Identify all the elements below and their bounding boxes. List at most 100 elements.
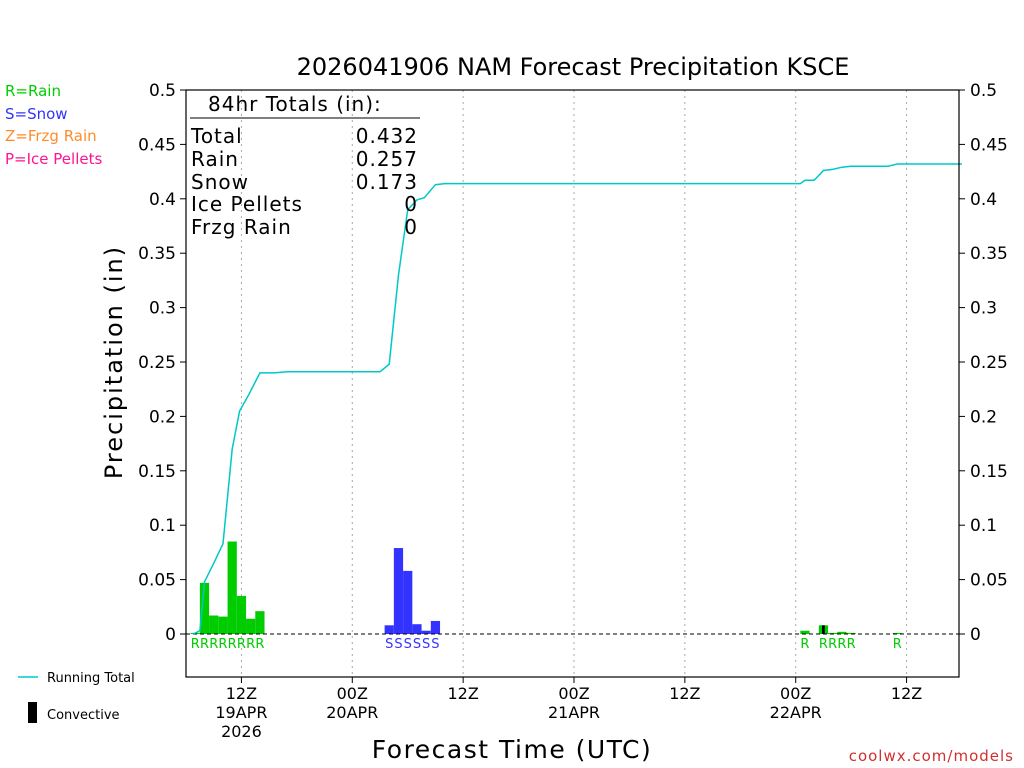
y-tick-label-left: 0.4 <box>149 190 176 210</box>
x-tick-label: 12Z <box>226 684 257 703</box>
y-tick-label-left: 0.05 <box>138 571 176 591</box>
x-tick-label: 00Z <box>558 684 589 703</box>
y-tick-label-left: 0.45 <box>138 135 176 155</box>
y-tick-label-left: 0.15 <box>138 462 176 482</box>
precip-type-letter: S <box>413 637 421 652</box>
totals-value-total: 0.432 <box>356 124 418 148</box>
y-tick-label-right: 0.35 <box>970 244 1008 264</box>
precip-bar <box>846 632 856 634</box>
convective-legend-label: Convective <box>47 708 120 723</box>
x-tick-label: 12Z <box>891 684 922 703</box>
x-tick-label: 12Z <box>447 684 478 703</box>
plot-frame <box>185 89 960 678</box>
precip-bar <box>236 595 247 634</box>
running-total-line <box>193 163 962 635</box>
precip-type-letter: R <box>218 637 227 652</box>
precip-bar <box>412 624 422 634</box>
precip-type-letter: R <box>255 637 264 652</box>
precip-type-letter: R <box>228 637 237 652</box>
x-tick-label: 21APR <box>548 703 600 722</box>
y-tick-label-right: 0.05 <box>970 571 1008 591</box>
y-tick-label-right: 0 <box>970 625 981 645</box>
legend-rain: R=Rain <box>5 82 61 100</box>
precipitation-bars <box>190 541 902 634</box>
x-tick-label: 00Z <box>780 684 811 703</box>
totals-value-rain: 0.257 <box>356 147 418 171</box>
y-axis-label: Precipitation (in) <box>100 245 128 479</box>
precip-bar <box>800 630 810 634</box>
running-total-legend-label: Running Total <box>47 671 135 686</box>
precip-type-letter: S <box>385 637 393 652</box>
x-tick-label: 12Z <box>669 684 700 703</box>
y-tick-label-left: 0.25 <box>138 353 176 373</box>
precip-bar <box>209 615 219 634</box>
chart-title: 2026041906 NAM Forecast Precipitation KS… <box>297 53 850 81</box>
y-tick-label-left: 0.35 <box>138 244 176 264</box>
legend-ice-pellets: P=Ice Pellets <box>5 150 102 168</box>
precip-type-letter: R <box>237 637 246 652</box>
x-tick-label: 00Z <box>337 684 368 703</box>
credit-text: coolwx.com/models <box>849 747 1014 765</box>
totals-value-frzg-rain: 0 <box>404 215 418 239</box>
precip-bar <box>246 618 256 634</box>
precip-bar <box>218 616 228 634</box>
y-tick-label-left: 0.1 <box>149 516 176 536</box>
y-tick-label-left: 0.2 <box>149 407 176 427</box>
precip-bar <box>403 570 413 634</box>
precip-type-letter: R <box>246 637 255 652</box>
precip-type-letter: S <box>422 637 430 652</box>
y-tick-label-left: 0.3 <box>149 299 176 319</box>
precip-type-letter: R <box>800 637 809 652</box>
precip-type-letter: R <box>828 637 837 652</box>
y-axis-ticks: 0 00.05 0.050.1 0.10.15 0.150.2 0.20.25 0.250.… <box>138 81 1008 645</box>
precip-type-letter: R <box>209 637 218 652</box>
totals-label-ice-pellets: Ice Pellets <box>191 192 303 216</box>
precip-type-legend: R=Rain S=Snow Z=Frzg Rain P=Ice Pellets <box>5 82 102 168</box>
precip-bar <box>227 541 237 634</box>
precip-type-letter: R <box>819 637 828 652</box>
precip-type-letter: S <box>431 637 439 652</box>
precip-bar <box>828 632 838 634</box>
totals-label-frzg-rain: Frzg Rain <box>191 215 292 239</box>
precip-type-letter: S <box>404 637 412 652</box>
totals-label-rain: Rain <box>191 147 239 171</box>
precip-type-letter: R <box>893 637 902 652</box>
precip-type-letter: S <box>394 637 402 652</box>
x-tick-label: 20APR <box>326 703 378 722</box>
y-tick-label-left: 0 <box>165 625 176 645</box>
line-legend: Running Total Convective <box>18 671 135 723</box>
y-tick-label-right: 0.1 <box>970 516 997 536</box>
precip-type-letter: R <box>837 637 846 652</box>
x-axis-label: Forecast Time (UTC) <box>372 735 652 764</box>
precip-bar <box>255 611 265 634</box>
y-tick-label-right: 0.25 <box>970 353 1008 373</box>
y-tick-label-right: 0.15 <box>970 462 1008 482</box>
y-tick-label-left: 0.5 <box>149 81 176 101</box>
totals-label-total: Total <box>190 124 243 148</box>
y-tick-label-right: 0.45 <box>970 135 1008 155</box>
precip-bar <box>393 548 404 634</box>
precip-bar <box>892 632 902 634</box>
precip-bar <box>430 620 441 634</box>
precip-bar <box>384 625 394 634</box>
totals-label-snow: Snow <box>191 170 249 194</box>
precip-type-letter: R <box>191 637 200 652</box>
totals-box: 84hr Totals (in): Total 0.432 Rain 0.257… <box>190 92 420 239</box>
totals-value-snow: 0.173 <box>356 170 418 194</box>
precip-bar <box>837 631 847 634</box>
y-tick-label-right: 0.4 <box>970 190 997 210</box>
x-tick-label: 22APR <box>770 703 822 722</box>
precip-type-letter: R <box>200 637 209 652</box>
precip-bar <box>199 582 210 634</box>
grid-lines <box>240 90 908 677</box>
convective-bar <box>822 625 825 634</box>
y-tick-label-right: 0.3 <box>970 299 997 319</box>
x-tick-label: 2026 <box>221 722 262 741</box>
totals-value-ice-pellets: 0 <box>404 192 418 216</box>
y-tick-label-right: 0.2 <box>970 407 997 427</box>
x-tick-label: 19APR <box>215 703 267 722</box>
precip-bar <box>421 630 431 634</box>
